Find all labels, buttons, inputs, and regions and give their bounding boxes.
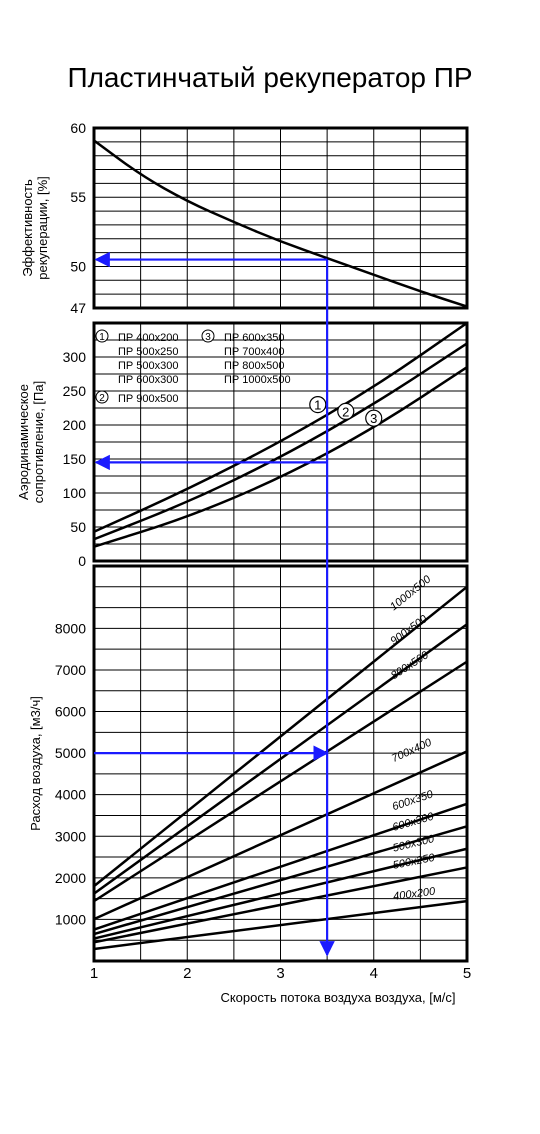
panel-3: 1000 2000 3000 4000 5000 6000 7000 8000 Расход в… [28, 564, 469, 963]
series-line [93, 585, 468, 888]
series-line [93, 750, 468, 921]
x-tick-label: 3 [276, 965, 284, 982]
y-tick-label: 50 [70, 519, 86, 535]
y-tick-label: 4000 [55, 787, 86, 803]
y-tick-label: 100 [63, 485, 87, 501]
y-axis-label: Расход воздуха, [м3/ч] [28, 696, 43, 831]
legend-group-3: 3 ПР 600x350 ПР 700x400 ПР 800x500 ПР 1000x5… [201, 329, 291, 386]
series-label: 700x400 [390, 736, 434, 765]
y-tick-label: 8000 [55, 620, 86, 636]
series-label: 800x500 [389, 649, 432, 682]
y-tick-label: 47 [70, 300, 86, 316]
series-label: 600x350 [391, 788, 436, 813]
x-axis: 1 2 3 4 5 Скорость потока воздуха воздуха, [м… [90, 965, 471, 1005]
selection-arrows [94, 251, 335, 957]
legend: 1 ПР 400x200 ПР 500x250 ПР 500x300 ПР 600x30… [95, 329, 291, 405]
series-line [93, 660, 468, 903]
series-marker: 2 [337, 402, 355, 420]
series-line [93, 899, 468, 951]
legend-number: 1 [99, 332, 105, 343]
plot-frame [92, 126, 469, 310]
series-marker: 1 [309, 396, 327, 414]
legend-item: ПР 400x200 [118, 332, 179, 344]
y-tick-label: 150 [63, 451, 87, 467]
series-line [93, 623, 468, 895]
series-marker: 3 [365, 409, 383, 427]
legend-item: ПР 600x350 [224, 332, 285, 344]
x-tick-label: 5 [463, 965, 471, 982]
legend-group-2: 2 ПР 900x500 [95, 390, 179, 405]
svg-text:3: 3 [370, 411, 377, 426]
y-tick-label: 60 [70, 120, 86, 136]
series-line [93, 825, 468, 936]
legend-group-1: 1 ПР 400x200 ПР 500x250 ПР 500x300 ПР 600x30… [95, 329, 179, 386]
legend-item: ПР 600x300 [118, 374, 179, 386]
series-line [93, 866, 468, 944]
plot-frame [92, 321, 469, 563]
x-axis-label: Скорость потока воздуха воздуха, [м/с] [220, 990, 455, 1005]
y-tick-label: 7000 [55, 662, 86, 678]
svg-text:2: 2 [342, 404, 349, 419]
legend-item: ПР 800x500 [224, 360, 285, 372]
legend-item: ПР 1000x500 [224, 374, 291, 386]
panel-1: 47 50 55 60 Эффективностьрекуперации, [%] [20, 120, 469, 316]
x-tick-label: 1 [90, 965, 98, 982]
legend-item: ПР 900x500 [118, 393, 179, 405]
x-tick-label: 4 [370, 965, 378, 982]
legend-item: ПР 500x300 [118, 360, 179, 372]
series-line [93, 366, 468, 548]
chart-panels: 47 50 55 60 Эффективностьрекуперации, [%] 0 50… [16, 120, 469, 963]
y-axis-label: Аэродинамическоесопротивление, [Па] [16, 381, 46, 503]
y-tick-label: 250 [63, 383, 87, 399]
legend-number: 3 [205, 332, 211, 343]
y-tick-label: 2000 [55, 870, 86, 886]
plot-frame [92, 564, 469, 963]
y-tick-label: 0 [78, 553, 86, 569]
series-line [93, 342, 468, 541]
y-tick-label: 5000 [55, 745, 86, 761]
series-label: 400x200 [393, 886, 437, 903]
series-label: 600x300 [391, 810, 436, 833]
series-line [93, 847, 468, 940]
series-line [93, 139, 468, 308]
y-axis-label: Эффективностьрекуперации, [%] [20, 176, 50, 280]
y-tick-label: 3000 [55, 828, 86, 844]
y-tick-label: 6000 [55, 704, 86, 720]
y-tick-label: 300 [63, 349, 87, 365]
legend-number: 2 [99, 393, 105, 404]
y-tick-label: 55 [70, 189, 86, 205]
legend-item: ПР 700x400 [224, 346, 285, 358]
series-label: 900x500 [388, 613, 430, 648]
series-label: 500x250 [392, 852, 437, 872]
chart-title: Пластинчатый рекуператор ПР [67, 62, 473, 93]
y-tick-label: 200 [63, 417, 87, 433]
y-tick-label: 50 [70, 258, 86, 274]
y-tick-label: 1000 [55, 911, 86, 927]
legend-item: ПР 500x250 [118, 346, 179, 358]
svg-text:1: 1 [314, 398, 321, 413]
series-line [93, 802, 468, 931]
x-tick-label: 2 [183, 965, 191, 982]
series-label: 1000x500 [388, 573, 434, 613]
